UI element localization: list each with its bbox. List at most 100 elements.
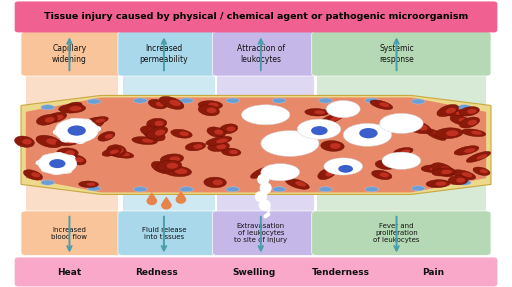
Ellipse shape xyxy=(424,128,446,140)
Ellipse shape xyxy=(426,180,450,188)
Ellipse shape xyxy=(114,148,124,153)
Ellipse shape xyxy=(285,179,309,189)
Ellipse shape xyxy=(375,160,396,169)
Ellipse shape xyxy=(456,178,465,183)
Ellipse shape xyxy=(53,115,63,120)
Text: Pain: Pain xyxy=(422,267,444,277)
Ellipse shape xyxy=(38,153,77,174)
Ellipse shape xyxy=(467,109,477,114)
Ellipse shape xyxy=(260,170,270,175)
Ellipse shape xyxy=(66,161,77,167)
Ellipse shape xyxy=(22,139,32,144)
Ellipse shape xyxy=(364,131,377,136)
Ellipse shape xyxy=(169,156,180,162)
Ellipse shape xyxy=(36,115,57,125)
Ellipse shape xyxy=(446,130,459,136)
Ellipse shape xyxy=(24,170,42,180)
Ellipse shape xyxy=(31,172,40,177)
Ellipse shape xyxy=(56,137,82,146)
Ellipse shape xyxy=(305,108,329,116)
Ellipse shape xyxy=(83,132,96,139)
Ellipse shape xyxy=(92,120,101,125)
Ellipse shape xyxy=(95,119,105,123)
Ellipse shape xyxy=(473,167,490,175)
Ellipse shape xyxy=(140,126,162,137)
Ellipse shape xyxy=(53,129,65,135)
Polygon shape xyxy=(21,95,491,195)
Text: Increased
blood flow: Increased blood flow xyxy=(51,227,88,240)
Ellipse shape xyxy=(216,139,228,143)
Ellipse shape xyxy=(330,143,340,149)
FancyBboxPatch shape xyxy=(118,211,220,255)
Ellipse shape xyxy=(229,150,238,154)
Ellipse shape xyxy=(45,112,67,123)
Ellipse shape xyxy=(166,163,178,169)
FancyBboxPatch shape xyxy=(212,211,319,255)
Ellipse shape xyxy=(393,148,413,156)
Ellipse shape xyxy=(437,104,459,117)
Ellipse shape xyxy=(432,168,455,176)
Ellipse shape xyxy=(452,170,476,180)
Ellipse shape xyxy=(75,157,84,162)
Ellipse shape xyxy=(454,146,479,155)
Ellipse shape xyxy=(68,125,86,136)
FancyBboxPatch shape xyxy=(15,1,497,32)
Ellipse shape xyxy=(330,116,341,121)
Ellipse shape xyxy=(318,187,332,192)
Ellipse shape xyxy=(467,120,477,125)
Ellipse shape xyxy=(212,179,223,185)
Ellipse shape xyxy=(66,102,82,111)
Ellipse shape xyxy=(68,118,80,125)
Ellipse shape xyxy=(180,98,194,103)
Text: Redness: Redness xyxy=(135,267,178,277)
Ellipse shape xyxy=(41,166,52,172)
Ellipse shape xyxy=(72,104,80,108)
Ellipse shape xyxy=(318,168,336,180)
Ellipse shape xyxy=(324,158,362,175)
Ellipse shape xyxy=(325,171,334,177)
Ellipse shape xyxy=(107,145,126,156)
Ellipse shape xyxy=(46,138,58,145)
Ellipse shape xyxy=(155,130,165,135)
Text: Attraction of
leukocytes: Attraction of leukocytes xyxy=(237,44,285,64)
Ellipse shape xyxy=(382,152,421,169)
Ellipse shape xyxy=(219,124,238,134)
Ellipse shape xyxy=(476,154,487,160)
Ellipse shape xyxy=(41,105,54,110)
Ellipse shape xyxy=(272,98,286,103)
Ellipse shape xyxy=(73,129,90,140)
Ellipse shape xyxy=(185,142,206,151)
Ellipse shape xyxy=(157,160,182,171)
Ellipse shape xyxy=(204,177,226,188)
Text: Swelling: Swelling xyxy=(232,267,275,277)
Ellipse shape xyxy=(155,121,164,126)
Ellipse shape xyxy=(363,128,373,134)
Ellipse shape xyxy=(405,121,431,134)
FancyBboxPatch shape xyxy=(212,32,319,76)
Ellipse shape xyxy=(459,106,479,116)
Ellipse shape xyxy=(370,100,393,110)
Ellipse shape xyxy=(198,101,223,109)
Ellipse shape xyxy=(379,102,390,107)
Ellipse shape xyxy=(35,160,46,166)
Ellipse shape xyxy=(462,172,473,177)
FancyBboxPatch shape xyxy=(15,257,497,286)
Ellipse shape xyxy=(415,124,428,131)
Ellipse shape xyxy=(45,117,55,123)
Ellipse shape xyxy=(59,104,86,113)
Ellipse shape xyxy=(143,128,165,141)
Ellipse shape xyxy=(255,191,267,202)
Ellipse shape xyxy=(471,131,482,135)
Ellipse shape xyxy=(207,127,226,137)
Ellipse shape xyxy=(435,128,463,139)
FancyBboxPatch shape xyxy=(312,211,491,255)
Ellipse shape xyxy=(226,98,240,103)
Ellipse shape xyxy=(321,141,344,151)
Text: Systemic
response: Systemic response xyxy=(379,44,414,64)
Ellipse shape xyxy=(359,128,378,138)
Ellipse shape xyxy=(261,131,319,156)
Ellipse shape xyxy=(161,201,172,210)
Ellipse shape xyxy=(156,102,164,106)
Ellipse shape xyxy=(49,159,66,168)
Ellipse shape xyxy=(257,174,269,185)
